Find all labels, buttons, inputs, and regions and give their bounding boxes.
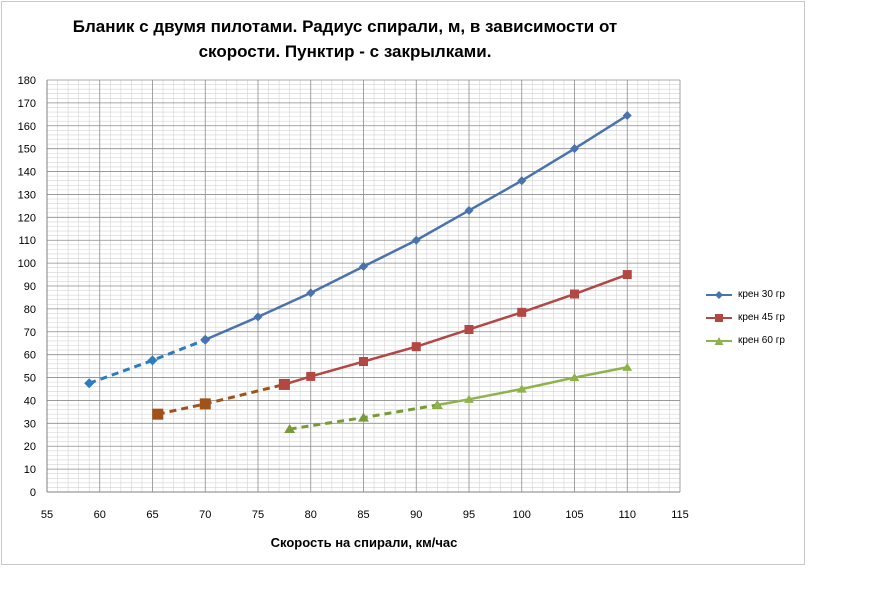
chart-frame — [1, 1, 805, 565]
series-1-point — [464, 324, 474, 334]
series-0-point — [622, 110, 632, 120]
y-tick-label: 160 — [18, 121, 36, 133]
x-tick-label: 70 — [199, 509, 211, 521]
series-2-point — [516, 384, 527, 393]
x-tick-label: 60 — [94, 509, 106, 521]
y-tick-label: 110 — [18, 235, 36, 247]
legend-marker-square — [706, 313, 732, 322]
y-tick-label: 30 — [24, 418, 36, 430]
series-1-point — [622, 270, 632, 280]
series-2-dashed-point — [358, 412, 369, 422]
legend-label-60: крен 60 гр — [738, 335, 785, 346]
series-1-point — [359, 357, 368, 367]
series-2-point — [464, 394, 474, 403]
series-2-dashed-point — [284, 424, 296, 434]
legend: крен 30 гр крен 45 гр крен 60 гр — [706, 283, 806, 352]
series-0-dashed-point — [147, 355, 158, 366]
y-tick-label: 170 — [18, 98, 36, 110]
x-tick-label: 75 — [252, 509, 264, 521]
x-tick-label: 105 — [565, 509, 583, 521]
y-tick-label: 40 — [24, 395, 36, 407]
y-tick-label: 70 — [24, 327, 36, 339]
x-tick-label: 55 — [41, 509, 53, 521]
series-1-point — [570, 289, 579, 299]
series-2-point — [569, 373, 580, 382]
y-tick-label: 100 — [18, 258, 36, 270]
y-tick-label: 120 — [18, 212, 36, 224]
series-0-point — [200, 335, 210, 345]
y-tick-label: 50 — [24, 373, 36, 385]
series-2-point — [432, 400, 443, 409]
x-tick-label: 90 — [410, 509, 422, 521]
x-tick-label: 65 — [146, 509, 158, 521]
x-tick-label: 80 — [305, 509, 317, 521]
series-1-dashed-point — [152, 408, 164, 420]
y-tick-label: 90 — [24, 281, 36, 293]
series-0-point — [464, 205, 474, 215]
series-1-line — [284, 273, 628, 386]
x-tick-label: 100 — [513, 509, 531, 521]
y-tick-label: 150 — [18, 144, 36, 156]
y-tick-label: 10 — [24, 464, 36, 476]
legend-marker-triangle — [706, 336, 732, 345]
x-tick-label: 85 — [357, 509, 369, 521]
chart-title-line-1: Бланик с двумя пилотами. Радиус спирали,… — [72, 17, 618, 36]
series-0-dashed-line — [88, 338, 206, 385]
y-tick-label: 80 — [24, 304, 36, 316]
chart-title: Бланик с двумя пилотами. Радиус спирали,… — [10, 14, 680, 64]
y-tick-label: 0 — [30, 487, 36, 499]
y-tick-label: 20 — [24, 441, 36, 453]
y-tick-label: 60 — [24, 350, 36, 362]
y-tick-label: 180 — [18, 75, 36, 87]
legend-item-60: крен 60 гр — [706, 329, 806, 352]
series-0-point — [359, 262, 368, 272]
series-1-point — [306, 371, 316, 381]
chart-title-line-2: скорости. Пунктир - с закрылками. — [198, 42, 492, 61]
series-2-point — [622, 362, 633, 371]
series-1-point — [517, 307, 527, 317]
x-tick-label: 110 — [618, 509, 636, 521]
series-0-dashed-point — [84, 378, 95, 389]
series-0-point — [306, 288, 316, 298]
series-0-point — [570, 144, 579, 154]
y-tick-label: 130 — [18, 189, 36, 201]
series-1-point — [279, 379, 289, 389]
legend-label-45: крен 45 гр — [738, 312, 785, 323]
legend-item-30: крен 30 гр — [706, 283, 806, 306]
series-0-point — [517, 176, 527, 186]
legend-marker-diamond — [706, 290, 732, 299]
x-tick-label: 95 — [463, 509, 475, 521]
series-1-dashed-point — [199, 398, 211, 410]
y-tick-label: 140 — [18, 167, 36, 179]
x-axis-label: Скорость на спирали, км/час — [271, 535, 458, 550]
x-tick-label: 115 — [671, 509, 689, 521]
series-0-point — [411, 235, 421, 245]
series-0-point — [253, 312, 263, 322]
legend-label-30: крен 30 гр — [738, 289, 785, 300]
legend-item-45: крен 45 гр — [706, 306, 806, 329]
series-1-point — [411, 342, 421, 352]
